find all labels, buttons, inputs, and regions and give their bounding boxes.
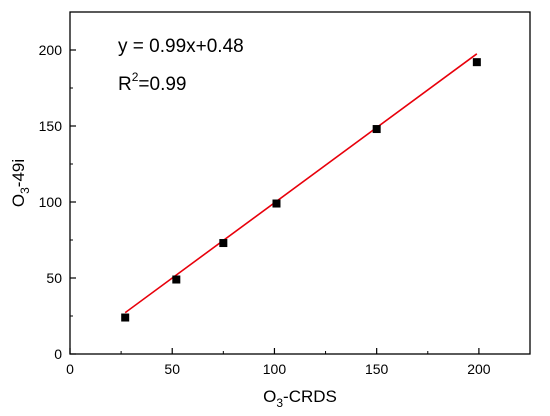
data-point [121, 313, 130, 322]
r-squared-superscript: 2 [132, 70, 139, 84]
r-squared-base: R [118, 74, 132, 95]
y-axis-title-base: O [9, 194, 28, 207]
x-axis-title-base: O [263, 387, 276, 406]
x-tick-label: 200 [467, 361, 491, 377]
data-point [219, 239, 228, 248]
y-axis-title-subscript: 3 [18, 187, 32, 194]
y-tick-label: 0 [54, 346, 62, 362]
x-tick-label: 0 [66, 361, 74, 377]
data-point [472, 58, 481, 67]
x-tick-label: 100 [263, 361, 287, 377]
y-tick-label: 100 [39, 194, 63, 210]
y-axis-title: O3-49i [9, 159, 32, 207]
axis-ticks [69, 11, 531, 355]
y-axis-title-rest: -49i [9, 159, 28, 187]
data-point [372, 125, 381, 134]
x-axis-title-subscript: 3 [276, 396, 283, 410]
data-point [172, 275, 181, 284]
data-point [272, 199, 281, 208]
x-tick-label: 50 [164, 361, 180, 377]
r-squared-value: =0.99 [138, 74, 186, 95]
y-tick-label: 200 [39, 42, 63, 58]
equation-annotation: y = 0.99x+0.48 [118, 36, 244, 57]
r-squared-annotation: R2=0.99 [118, 70, 187, 95]
y-tick-label: 150 [39, 118, 63, 134]
x-tick-label: 150 [365, 361, 389, 377]
x-axis-title: O3-CRDS [263, 387, 337, 410]
x-axis-title-rest: -CRDS [283, 387, 337, 406]
regression-line [124, 53, 478, 314]
axis-tick-labels: 0 50 100 150 200 0 50 100 150 200 [39, 42, 491, 377]
plot-frame [69, 11, 531, 355]
data-points [121, 58, 481, 322]
y-tick-label: 50 [46, 270, 62, 286]
